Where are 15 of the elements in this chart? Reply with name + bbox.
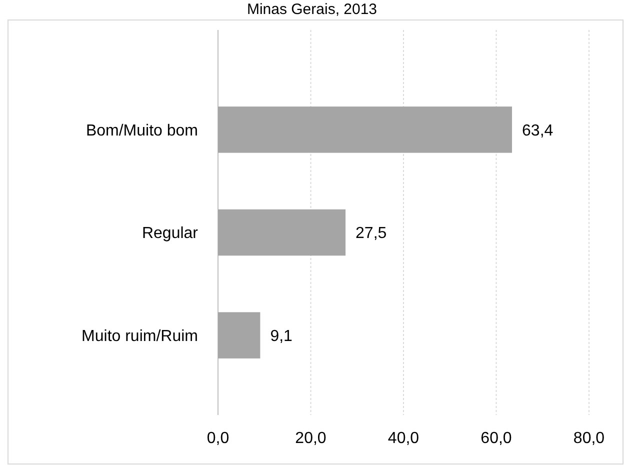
x-tick-label: 80,0: [573, 430, 605, 447]
data-label: 27,5: [356, 225, 387, 242]
bar: [218, 106, 512, 153]
data-label: 63,4: [522, 122, 554, 140]
y-tick-label: Bom/Muito bom: [86, 122, 198, 140]
bar: [218, 312, 260, 358]
x-tick-label: 0,0: [206, 430, 230, 447]
data-label: 9,1: [270, 328, 293, 345]
y-tick-label: Regular: [142, 225, 199, 242]
bar: [218, 209, 346, 256]
x-tick-label: 20,0: [295, 430, 326, 447]
x-tick-label: 60,0: [480, 430, 512, 447]
y-tick-label: Muito ruim/Ruim: [82, 328, 198, 345]
x-tick-label: 40,0: [388, 430, 420, 447]
chart-title: Minas Gerais, 2013: [246, 1, 378, 18]
